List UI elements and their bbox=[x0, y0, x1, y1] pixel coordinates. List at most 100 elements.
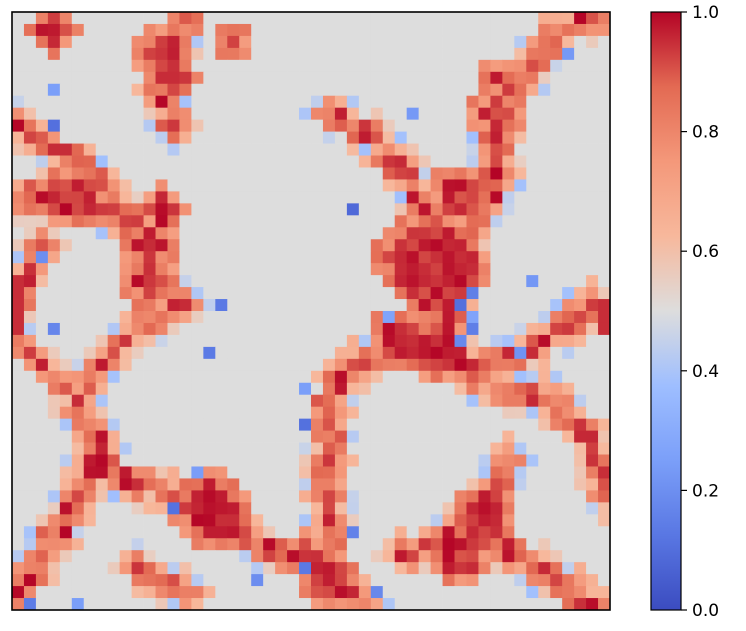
heatmap-cell bbox=[598, 12, 611, 25]
heatmap-cell bbox=[466, 478, 479, 491]
heatmap-cell bbox=[155, 478, 168, 491]
heatmap-cell bbox=[574, 263, 587, 276]
heatmap-cell bbox=[263, 346, 276, 360]
heatmap-cell bbox=[478, 191, 491, 204]
heatmap-cell bbox=[275, 466, 288, 479]
heatmap-cell bbox=[287, 454, 300, 467]
heatmap-cell bbox=[382, 287, 396, 300]
heatmap-cell bbox=[119, 143, 132, 156]
heatmap-cell bbox=[370, 179, 384, 192]
heatmap-cell bbox=[23, 119, 37, 132]
heatmap-cell bbox=[370, 334, 384, 348]
heatmap-cell bbox=[586, 466, 599, 479]
heatmap-cell bbox=[550, 526, 563, 539]
heatmap-cell bbox=[191, 71, 204, 85]
heatmap-cell bbox=[155, 263, 168, 276]
heatmap-cell bbox=[574, 12, 587, 25]
heatmap-cell bbox=[394, 574, 408, 587]
heatmap-cell bbox=[334, 119, 348, 132]
heatmap-cell bbox=[35, 203, 49, 216]
heatmap-cell bbox=[358, 23, 372, 37]
heatmap-cell bbox=[12, 454, 25, 467]
heatmap-cell bbox=[95, 95, 109, 109]
heatmap-cell bbox=[466, 538, 479, 551]
heatmap-cell bbox=[287, 275, 300, 288]
heatmap-cell bbox=[12, 227, 25, 240]
heatmap-cell bbox=[370, 574, 384, 587]
heatmap-cell bbox=[394, 95, 408, 109]
heatmap-cell bbox=[466, 23, 479, 37]
heatmap-cell bbox=[155, 574, 168, 587]
heatmap-cell bbox=[442, 71, 455, 85]
heatmap-cell bbox=[406, 454, 420, 467]
heatmap-cell bbox=[394, 275, 408, 288]
heatmap-cell bbox=[251, 143, 264, 156]
heatmap-cell bbox=[143, 538, 156, 551]
heatmap-cell bbox=[275, 12, 288, 25]
heatmap-cell bbox=[119, 478, 132, 491]
heatmap-cell bbox=[47, 251, 61, 264]
heatmap-cell bbox=[490, 203, 503, 216]
heatmap-cell bbox=[12, 287, 25, 300]
heatmap-cell bbox=[418, 227, 431, 240]
heatmap-cell bbox=[586, 215, 599, 228]
heatmap-cell bbox=[47, 263, 61, 276]
heatmap-cell bbox=[550, 382, 563, 396]
heatmap-cell bbox=[514, 107, 527, 121]
heatmap-cell bbox=[346, 203, 360, 216]
heatmap-cell bbox=[23, 526, 37, 539]
heatmap-cell bbox=[334, 514, 348, 527]
heatmap-cell bbox=[143, 12, 156, 25]
heatmap-cell bbox=[586, 370, 599, 384]
heatmap-cell bbox=[598, 155, 611, 168]
heatmap-cell bbox=[406, 346, 420, 360]
heatmap-cell bbox=[526, 263, 539, 276]
heatmap-cell bbox=[227, 239, 240, 252]
heatmap-cell bbox=[586, 550, 599, 563]
heatmap-cell bbox=[562, 454, 575, 467]
heatmap-cell bbox=[514, 526, 527, 539]
heatmap-cell bbox=[478, 502, 491, 515]
heatmap-cell bbox=[574, 370, 587, 384]
heatmap-cell bbox=[550, 502, 563, 515]
heatmap-cell bbox=[131, 23, 144, 37]
heatmap-cell bbox=[430, 299, 443, 312]
heatmap-cell bbox=[179, 394, 192, 408]
heatmap-cell bbox=[586, 346, 599, 360]
heatmap-cell bbox=[346, 167, 360, 180]
heatmap-cell bbox=[131, 131, 144, 144]
heatmap-cell bbox=[23, 251, 37, 264]
heatmap-cell bbox=[406, 119, 420, 132]
heatmap-cell bbox=[526, 275, 539, 288]
heatmap-cell bbox=[334, 167, 348, 180]
heatmap-cell bbox=[394, 215, 408, 228]
heatmap-cell bbox=[311, 418, 324, 431]
heatmap-cell bbox=[12, 334, 25, 348]
heatmap-cell bbox=[167, 179, 180, 192]
colorbar-gradient bbox=[650, 11, 682, 611]
heatmap-cell bbox=[23, 83, 37, 97]
heatmap-cell bbox=[131, 322, 144, 336]
heatmap-cell bbox=[23, 107, 37, 121]
heatmap-cell bbox=[358, 311, 372, 324]
heatmap-cell bbox=[47, 490, 61, 503]
heatmap-cell bbox=[442, 514, 455, 527]
heatmap-cell bbox=[35, 107, 49, 121]
heatmap-cell bbox=[334, 418, 348, 431]
heatmap-cell bbox=[131, 334, 144, 348]
heatmap-cell bbox=[35, 239, 49, 252]
heatmap-cell bbox=[47, 275, 61, 288]
heatmap-cell bbox=[514, 35, 527, 49]
heatmap-cell bbox=[35, 275, 49, 288]
heatmap-cell bbox=[550, 550, 563, 563]
heatmap-cell bbox=[71, 370, 85, 384]
heatmap-cell bbox=[574, 119, 587, 132]
heatmap-cell bbox=[239, 358, 252, 372]
heatmap-cell bbox=[227, 203, 240, 216]
heatmap-cell bbox=[275, 179, 288, 192]
heatmap-cell bbox=[442, 275, 455, 288]
heatmap-cell bbox=[167, 586, 180, 599]
heatmap-cell bbox=[562, 550, 575, 563]
heatmap-cell bbox=[287, 107, 300, 121]
heatmap-cell bbox=[299, 322, 312, 336]
